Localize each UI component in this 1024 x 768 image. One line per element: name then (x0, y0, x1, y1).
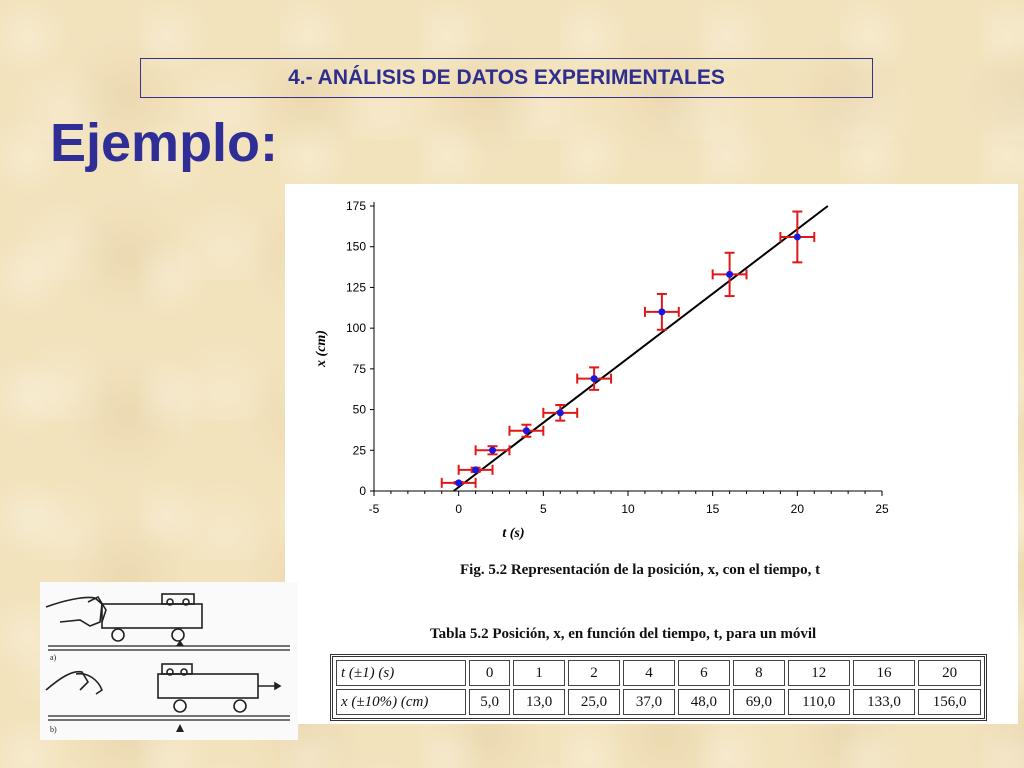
data-point (472, 466, 480, 474)
table-cell: 13,0 (513, 689, 566, 715)
table-cell: 48,0 (677, 689, 730, 715)
y-tick-label: 100 (346, 321, 366, 335)
data-point (455, 479, 463, 487)
figure-caption: Fig. 5.2 Representación de la posición, … (460, 562, 821, 578)
y-tick-label: 175 (346, 199, 366, 213)
table-cell: 6 (677, 660, 730, 686)
table-cell: 12 (787, 660, 850, 686)
y-tick-label: 150 (346, 240, 366, 254)
section-header-title: 4.- ANÁLISIS DE DATOS EXPERIMENTALES (288, 66, 725, 89)
data-point (658, 308, 666, 316)
hand-icon (45, 595, 107, 627)
table-cell: 69,0 (732, 689, 785, 715)
fit-line (452, 205, 829, 492)
table-cell: 1 (513, 660, 566, 686)
cart-icon (157, 663, 282, 713)
marker-icon (176, 640, 184, 646)
table-cell: 133,0 (852, 689, 916, 715)
data-point (726, 270, 734, 278)
hand-icon (45, 670, 103, 695)
table-cell: 37,0 (623, 689, 675, 715)
table-cell: 5,0 (469, 689, 511, 715)
table-row: x (±10%) (cm) 5,0 13,0 25,0 37,0 48,0 69… (336, 689, 981, 715)
table-row-header: x (±10%) (cm) (336, 689, 466, 715)
data-point (590, 375, 598, 383)
x-tick-label: -5 (369, 502, 380, 516)
marker-icon (176, 724, 184, 732)
table-caption: Tabla 5.2 Posición, x, en función del ti… (430, 626, 817, 642)
x-tick-label: 5 (540, 502, 547, 516)
y-tick-label: 125 (346, 280, 366, 294)
table-cell: 8 (732, 660, 785, 686)
table-cell: 25,0 (568, 689, 621, 715)
data-point (556, 409, 564, 417)
table-cell: 16 (852, 660, 916, 686)
slide-title: Ejemplo: (50, 113, 279, 173)
table-cell: 0 (469, 660, 511, 686)
y-tick-label: 0 (359, 484, 366, 498)
table-cell: 156,0 (918, 689, 981, 715)
table-cell: 2 (568, 660, 621, 686)
section-header: 4.- ANÁLISIS DE DATOS EXPERIMENTALES (140, 58, 873, 98)
label-a: a) (50, 653, 57, 662)
table-cell: 110,0 (787, 689, 850, 715)
table-cell: 4 (623, 660, 675, 686)
figure-panel: 0 25 50 75 100 125 150 175 -5 0 5 10 15 20 25 t (s) x (c… (285, 184, 1018, 724)
table-row-header: t (±1) (s) (336, 660, 466, 686)
table-row: t (±1) (s) 0 1 2 4 6 8 12 16 20 (336, 660, 981, 686)
y-tick-label: 75 (353, 362, 367, 376)
data-table: t (±1) (s) 0 1 2 4 6 8 12 16 20 x (±10%)… (330, 654, 987, 721)
table-cell: 20 (918, 660, 981, 686)
data-point (489, 446, 497, 454)
cart-experiment-illustration: a) b) (40, 582, 298, 740)
x-tick-label: 25 (875, 502, 889, 516)
y-tick-label: 50 (353, 403, 367, 417)
x-tick-label: 10 (621, 502, 635, 516)
x-axis-label: t (s) (502, 526, 524, 541)
y-tick-label: 25 (353, 443, 367, 457)
y-axis-label: x (cm) (314, 330, 329, 368)
x-tick-label: 0 (455, 502, 462, 516)
x-tick-label: 20 (791, 502, 805, 516)
x-tick-label: 15 (706, 502, 720, 516)
data-point (793, 233, 801, 241)
cart-icon (101, 593, 203, 642)
label-b: b) (50, 725, 57, 734)
data-point (522, 427, 530, 435)
